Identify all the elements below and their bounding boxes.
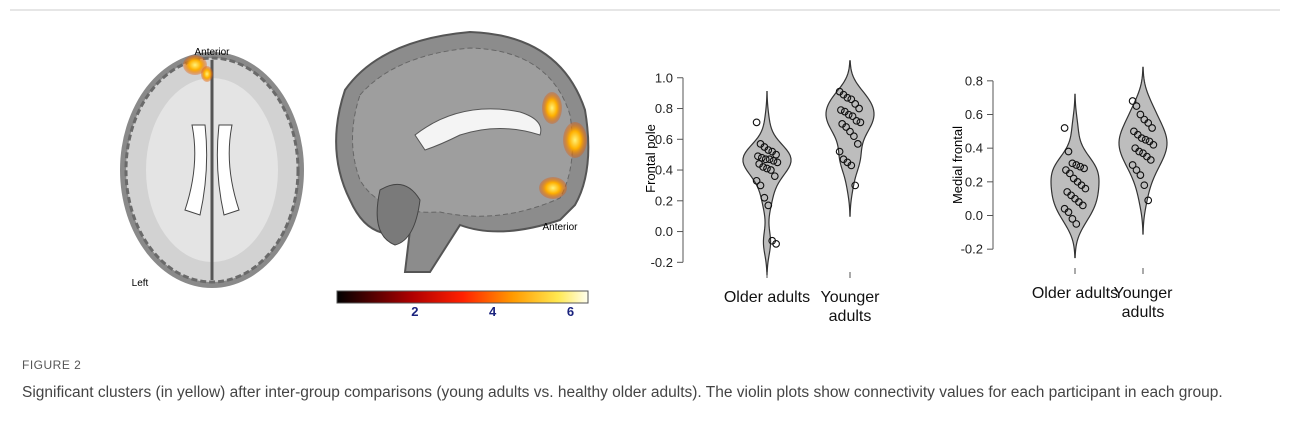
y-tick-label: 0.6 <box>655 132 673 147</box>
colorbar-tick-label: 4 <box>489 304 497 319</box>
x-tick-label: Older adults <box>1031 285 1119 302</box>
y-tick-label: 0.6 <box>965 107 983 122</box>
violin <box>1118 66 1168 235</box>
data-point <box>772 240 780 248</box>
data-point <box>847 95 856 104</box>
data-point <box>764 146 773 154</box>
y-tick-label: 0.4 <box>655 163 673 178</box>
y-tick-label: 1.0 <box>655 70 673 85</box>
x-tick-label: Younger adults <box>820 289 880 325</box>
data-point <box>853 140 862 148</box>
y-tick-label: 0.0 <box>655 224 673 239</box>
data-point <box>757 153 766 162</box>
data-point <box>848 112 857 121</box>
data-point <box>1132 102 1141 110</box>
figure-panel: Anterior Left Anterior 2 4 6 1.0 0.8 0.6 0.4 0… <box>10 9 1280 319</box>
data-point <box>1141 135 1150 144</box>
data-point <box>760 193 769 202</box>
data-point <box>1076 162 1085 171</box>
data-point <box>1128 161 1137 169</box>
data-point <box>1080 164 1088 173</box>
orientation-label: Anterior <box>194 47 230 58</box>
sagittal-brain <box>335 30 590 273</box>
data-point <box>852 116 861 125</box>
data-point <box>752 118 761 127</box>
data-point <box>846 127 854 136</box>
y-axis-label: Frontal pole <box>643 124 658 193</box>
data-point <box>763 164 771 173</box>
y-tick-label: 0.0 <box>965 208 983 223</box>
figure-caption: Significant clusters (in yellow) after i… <box>22 384 1223 401</box>
data-point <box>851 100 860 108</box>
data-point <box>764 201 773 210</box>
data-point <box>759 163 767 171</box>
data-point <box>761 155 770 164</box>
y-tick-label: 0.8 <box>965 73 983 88</box>
data-point <box>844 110 853 119</box>
x-tick-label: Younger adults <box>1113 285 1173 321</box>
violin <box>1050 93 1100 259</box>
data-point <box>1148 124 1156 132</box>
data-point <box>856 118 865 127</box>
data-point <box>1144 119 1153 127</box>
data-point <box>767 166 775 174</box>
data-point <box>1136 171 1145 179</box>
data-point <box>843 93 852 102</box>
data-point <box>754 152 762 161</box>
y-tick-label: -0.2 <box>961 242 983 257</box>
data-point <box>855 104 863 113</box>
data-point <box>769 156 778 165</box>
y-tick-label: 0.4 <box>965 141 983 156</box>
data-point <box>1078 201 1087 210</box>
violin <box>742 91 792 276</box>
data-point <box>1136 110 1145 119</box>
data-point <box>1072 220 1081 228</box>
x-tick-label: Older adults <box>723 289 811 306</box>
data-point <box>1128 97 1137 105</box>
violin-charts: 1.0 0.8 0.6 0.4 0.2 0.0 -0.2 Frontal pole 0.8 0.6… <box>643 60 1168 278</box>
y-tick-label: 0.2 <box>965 174 983 189</box>
colorbar-ticks: 2 4 6 <box>411 304 574 319</box>
data-point <box>850 132 858 141</box>
data-point <box>1064 147 1073 156</box>
orientation-label: Left <box>132 278 149 289</box>
data-point <box>1068 215 1077 223</box>
data-point <box>1137 134 1146 142</box>
data-point <box>1146 156 1155 164</box>
data-point <box>1144 196 1153 205</box>
data-point <box>752 176 761 185</box>
violin <box>825 60 875 217</box>
data-point <box>847 161 856 170</box>
data-point <box>1135 147 1143 156</box>
colorbar <box>336 290 589 304</box>
data-point <box>1140 181 1149 190</box>
data-point <box>1065 169 1074 178</box>
data-point <box>1081 184 1090 193</box>
axial-brain <box>120 52 304 288</box>
figure-label: FIGURE 2 <box>22 358 82 372</box>
data-point <box>1072 161 1081 169</box>
colorbar-tick-label: 6 <box>567 304 574 319</box>
data-point <box>837 106 845 114</box>
y-tick-label: 0.2 <box>655 193 673 208</box>
data-point <box>772 150 780 159</box>
data-point <box>851 181 860 190</box>
data-point <box>765 155 774 164</box>
data-point <box>756 181 765 190</box>
y-axis-label: Medial frontal <box>950 126 965 204</box>
data-point <box>770 172 779 181</box>
orientation-label: Anterior <box>542 222 578 233</box>
data-point <box>1060 124 1069 132</box>
data-point <box>1149 140 1158 149</box>
data-point <box>1068 159 1077 168</box>
data-point <box>842 123 850 131</box>
y-tick-label: -0.2 <box>651 255 673 270</box>
colorbar-tick-label: 2 <box>411 304 418 319</box>
y-tick-label: 0.8 <box>655 101 673 116</box>
data-point <box>773 158 782 167</box>
data-point <box>835 147 844 156</box>
data-point <box>1064 208 1073 216</box>
data-point <box>1132 166 1141 174</box>
